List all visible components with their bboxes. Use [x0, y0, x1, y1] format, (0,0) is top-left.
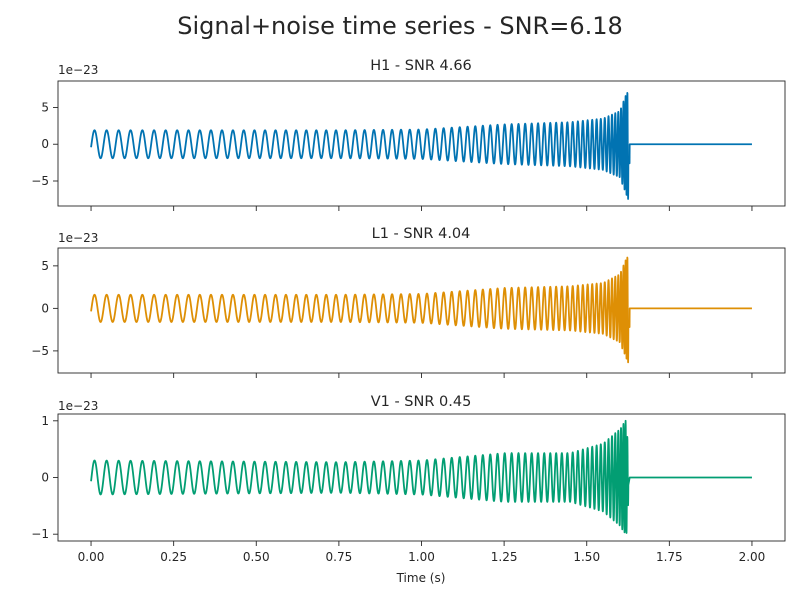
panel-h1-waveform: [90, 91, 753, 200]
panel-v1-ytick-label: −1: [31, 527, 49, 541]
panel-h1: H1 - SNR 4.66 1e−23 −5 0 5: [31, 58, 786, 211]
panel-h1-title: H1 - SNR 4.66: [370, 58, 472, 74]
panel-v1-ytick-label: 0: [41, 471, 49, 485]
panel-h1-ytick-label: 0: [41, 137, 49, 151]
figure-title: Signal+noise time series - SNR=6.18: [177, 12, 623, 40]
panel-l1-offset-label: 1e−23: [58, 231, 98, 245]
panel-v1-axes-frame: [57, 413, 786, 542]
xtick-label: 1.00: [408, 550, 435, 564]
panel-v1-ytick-label: 1: [41, 414, 49, 428]
xtick-label: 0.75: [326, 550, 353, 564]
panel-l1-ytick-label: 5: [41, 259, 49, 273]
xtick-label: 0.00: [78, 550, 105, 564]
xtick-label: 0.50: [243, 550, 270, 564]
panel-h1-ytick-label: 5: [41, 100, 49, 114]
panel-l1-ytick-label: 0: [41, 301, 49, 315]
xtick-label: 0.25: [160, 550, 187, 564]
panel-v1-waveform: [90, 419, 753, 534]
panel-v1: V1 - SNR 0.45 1e−23 −1 0 1 0.00 0.25 0.50 0.75…: [31, 394, 786, 564]
panel-h1-ytick-label: −5: [31, 174, 49, 188]
panel-l1-waveform: [90, 256, 753, 364]
xtick-label: 1.50: [573, 550, 600, 564]
x-axis-label: Time (s): [396, 571, 446, 585]
panel-v1-title: V1 - SNR 0.45: [371, 394, 472, 410]
panel-v1-offset-label: 1e−23: [58, 399, 98, 413]
panel-l1-ytick-label: −5: [31, 344, 49, 358]
xtick-label: 1.25: [491, 550, 518, 564]
panel-l1-title: L1 - SNR 4.04: [372, 226, 471, 242]
panel-l1: L1 - SNR 4.04 1e−23 −5 0 5: [31, 226, 786, 378]
panel-h1-axes-frame: [57, 80, 786, 207]
xtick-label: 2.00: [739, 550, 766, 564]
panel-l1-axes-frame: [57, 247, 786, 374]
xtick-label: 1.75: [656, 550, 683, 564]
panel-h1-offset-label: 1e−23: [58, 63, 98, 77]
